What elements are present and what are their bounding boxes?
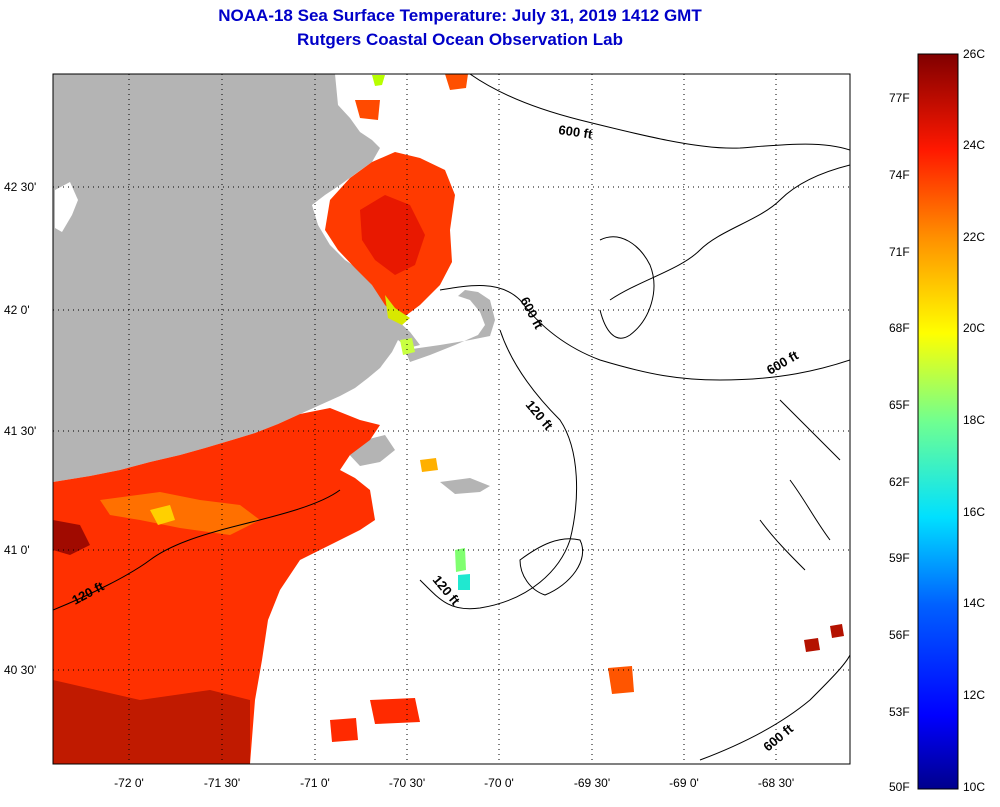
cbar-f-label-5: 65F bbox=[889, 398, 910, 412]
cbar-f-label-10: 50F bbox=[889, 780, 910, 794]
lon-label-7: -69 0' bbox=[669, 776, 699, 790]
lon-label-4: -70 30' bbox=[389, 776, 425, 790]
sst-cooler-band bbox=[100, 492, 260, 535]
lat-label-2: 42 0' bbox=[4, 303, 30, 317]
contour-600ft-south bbox=[699, 654, 850, 761]
lon-label-6: -69 30' bbox=[574, 776, 610, 790]
cbar-f-label-2: 74F bbox=[889, 168, 910, 182]
sst-yellow-patch bbox=[385, 295, 410, 325]
contour-120ft-shelf bbox=[53, 489, 341, 611]
sst-patch-nantucket bbox=[420, 458, 438, 472]
lon-label-5: -70 0' bbox=[484, 776, 514, 790]
sst-green-patch-south bbox=[455, 548, 466, 572]
cbar-f-label-6: 62F bbox=[889, 475, 910, 489]
cbar-c-label-3: 22C bbox=[963, 230, 985, 244]
cbar-c-label-6: 16C bbox=[963, 505, 985, 519]
sst-green-patch-bay bbox=[400, 338, 415, 355]
map-frame bbox=[52, 73, 851, 765]
contour-georges-north bbox=[609, 164, 850, 301]
sst-cyan-patch bbox=[458, 574, 470, 590]
contour-shoals-cluster bbox=[519, 538, 584, 596]
cbar-f-label-1: 77F bbox=[889, 91, 910, 105]
lat-label-5: 40 30' bbox=[4, 663, 36, 677]
lat-label-4: 41 0' bbox=[4, 543, 30, 557]
sst-deep-warm bbox=[53, 680, 250, 764]
lat-label-3: 41 30' bbox=[4, 424, 36, 438]
inland-cloud-patch bbox=[55, 182, 78, 232]
lat-label-1: 42 30' bbox=[4, 180, 36, 194]
sst-mass-bay-warm bbox=[360, 195, 425, 275]
cbar-c-label-4: 20C bbox=[963, 321, 985, 335]
sst-dark-patch bbox=[53, 520, 90, 555]
contour-georges-shoals bbox=[759, 399, 841, 571]
cbar-c-label-2: 24C bbox=[963, 138, 985, 152]
cbar-c-label-7: 14C bbox=[963, 596, 985, 610]
land-mainland bbox=[53, 74, 420, 482]
colorbar bbox=[917, 53, 959, 790]
sst-patch-offshore-2 bbox=[370, 698, 420, 724]
sst-yellow-band bbox=[150, 505, 175, 525]
cbar-f-label-9: 53F bbox=[889, 705, 910, 719]
contour-600ft-mid bbox=[439, 285, 850, 381]
contour-120ft-cape bbox=[419, 329, 578, 610]
sst-green-patch-north bbox=[372, 75, 385, 86]
sst-orange-patch-north bbox=[445, 74, 468, 90]
cbar-f-label-7: 59F bbox=[889, 551, 910, 565]
land-cape-cod bbox=[405, 290, 495, 362]
map-subtitle: Rutgers Coastal Ocean Observation Lab bbox=[297, 30, 623, 49]
contour-basin bbox=[599, 236, 655, 339]
sst-patch-east-2 bbox=[830, 624, 844, 638]
lon-label-8: -68 30' bbox=[758, 776, 794, 790]
lon-label-1: -72 0' bbox=[114, 776, 144, 790]
map-title: NOAA-18 Sea Surface Temperature: July 31… bbox=[218, 6, 702, 25]
contour-600ft-north bbox=[469, 74, 850, 151]
cbar-c-label-8: 12C bbox=[963, 688, 985, 702]
cbar-f-label-8: 56F bbox=[889, 628, 910, 642]
lon-label-3: -71 0' bbox=[300, 776, 330, 790]
cbar-c-label-5: 18C bbox=[963, 413, 985, 427]
cbar-c-label-9: 10C bbox=[963, 780, 985, 794]
lon-label-2: -71 30' bbox=[204, 776, 240, 790]
cbar-f-label-3: 71F bbox=[889, 245, 910, 259]
sst-patch-east-1 bbox=[804, 638, 820, 652]
sst-coastal-patch bbox=[355, 100, 380, 120]
sst-patch-offshore-1 bbox=[608, 666, 634, 694]
contour-label-600-north: 600 ft bbox=[558, 122, 594, 142]
cbar-f-label-4: 68F bbox=[889, 321, 910, 335]
cbar-c-label-1: 26C bbox=[963, 47, 985, 61]
land-islands bbox=[345, 435, 490, 494]
graticule bbox=[53, 74, 850, 764]
sst-patch-offshore-3 bbox=[330, 718, 358, 742]
